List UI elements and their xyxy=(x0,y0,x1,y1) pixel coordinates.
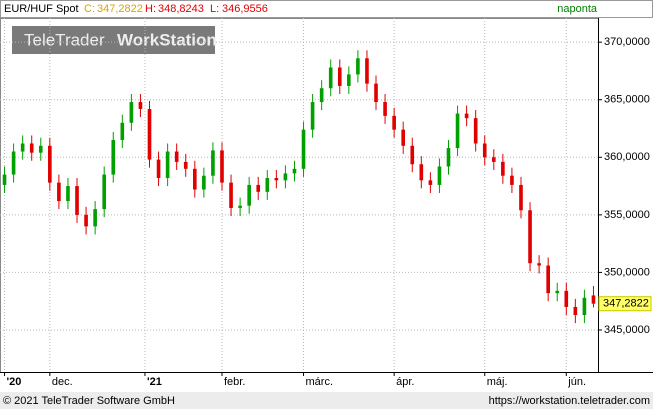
x-tick-label: '20 xyxy=(7,376,22,388)
instrument: EUR/HUF Spot xyxy=(4,3,79,15)
candle-body xyxy=(238,205,242,208)
candle-body xyxy=(410,145,415,165)
candle-body xyxy=(247,184,251,206)
candle-body xyxy=(29,143,34,153)
candle-body xyxy=(183,161,188,169)
candle-body xyxy=(211,150,215,176)
candle-body xyxy=(473,118,478,144)
candle-body xyxy=(220,150,224,183)
candle-body xyxy=(482,143,487,158)
candle-body xyxy=(265,178,270,192)
x-tick-label: ápr. xyxy=(396,376,414,388)
period: naponta xyxy=(557,3,598,15)
high-label: H: xyxy=(145,3,156,15)
candle-body xyxy=(256,184,261,192)
candle-body xyxy=(464,113,469,119)
candle-body xyxy=(510,175,514,185)
candle-body xyxy=(138,102,143,109)
candle-body xyxy=(374,83,378,103)
candle-body xyxy=(537,263,541,266)
candle-body xyxy=(319,88,324,103)
candle-body xyxy=(356,58,360,75)
candle-body xyxy=(274,178,279,181)
y-tick-label: 345,0000 xyxy=(604,324,650,336)
candle-body xyxy=(365,58,369,84)
low-label: L: xyxy=(210,3,219,15)
last-price-box xyxy=(598,296,652,312)
candle-body xyxy=(446,148,451,167)
candle-body xyxy=(202,175,206,190)
candle-body xyxy=(383,102,387,116)
candle-body xyxy=(120,122,125,141)
candle-body xyxy=(111,140,116,175)
candle-body xyxy=(555,290,560,294)
y-tick-label: 350,0000 xyxy=(604,266,650,278)
candle-body xyxy=(591,295,596,304)
x-tick-label: máj. xyxy=(487,376,508,388)
candle-body xyxy=(401,129,406,146)
candles xyxy=(0,18,598,372)
candle-body xyxy=(129,102,134,123)
y-tick-label: 360,0000 xyxy=(604,151,650,163)
x-tick-label: '21 xyxy=(147,376,162,388)
candle-body xyxy=(564,290,569,307)
candle-body xyxy=(20,143,25,152)
candle-body xyxy=(546,265,550,294)
candle-body xyxy=(328,67,333,89)
candle-body xyxy=(528,210,532,264)
candle-body xyxy=(573,306,578,316)
candle-body xyxy=(192,168,197,190)
candle-body xyxy=(437,166,442,185)
candle-body xyxy=(66,186,70,202)
candle-body xyxy=(428,180,433,185)
plot-area xyxy=(0,18,599,373)
candle-body xyxy=(301,129,306,169)
candle-body xyxy=(147,108,152,160)
high-value: 348,8243 xyxy=(158,3,204,15)
x-tick-label: febr. xyxy=(224,376,245,388)
candle-body xyxy=(93,209,97,227)
low-value: 346,9556 xyxy=(222,3,268,15)
candle-body xyxy=(455,113,460,149)
candle-body xyxy=(419,164,424,181)
candle-body xyxy=(156,159,161,179)
footer-url: https://workstation.teletrader.com xyxy=(489,395,650,407)
y-tick-label: 355,0000 xyxy=(604,209,650,221)
watermark-brand: TeleTrader xyxy=(24,30,105,49)
footer-bar xyxy=(0,392,653,409)
candle-body xyxy=(174,151,179,162)
candle-body xyxy=(2,174,7,185)
candle-body xyxy=(102,174,107,210)
candle-body xyxy=(337,67,342,86)
x-tick-label: dec. xyxy=(52,376,73,388)
candle-body xyxy=(283,173,288,181)
candle-body xyxy=(48,145,52,183)
x-tick-label: márc. xyxy=(306,376,334,388)
candle-body xyxy=(38,145,43,153)
watermark-product: WorkStation xyxy=(117,30,217,49)
y-tick-label: 370,0000 xyxy=(604,36,650,48)
candle-body xyxy=(491,157,496,162)
y-tick-label: 365,0000 xyxy=(604,94,650,106)
candle-body xyxy=(165,151,170,179)
candle-body xyxy=(84,214,88,227)
candle-body xyxy=(501,161,505,176)
candle-body xyxy=(57,182,61,202)
copyright: © 2021 TeleTrader Software GmbH xyxy=(3,395,175,407)
candle-body xyxy=(347,74,351,86)
candle-body xyxy=(392,115,396,130)
candle-body xyxy=(582,297,587,316)
candle-body xyxy=(11,151,16,175)
watermark-box xyxy=(12,26,215,54)
last-price-label: 347,2822 xyxy=(603,298,649,310)
candle-body xyxy=(310,102,315,130)
candle-body xyxy=(75,186,79,215)
close-label: C: xyxy=(84,3,95,15)
candle-body xyxy=(292,168,297,174)
x-tick-label: jún. xyxy=(567,376,586,388)
candle-body xyxy=(229,182,233,208)
close-value: 347,2822 xyxy=(97,3,143,15)
candle-body xyxy=(519,184,523,211)
